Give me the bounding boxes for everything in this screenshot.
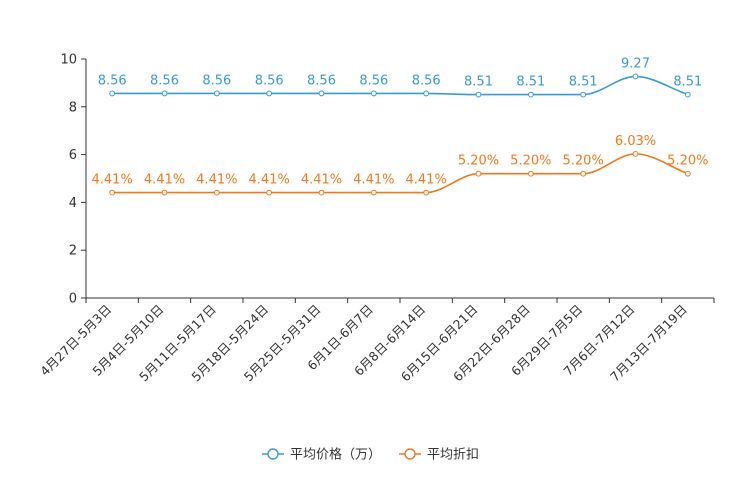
data-label: 4.41% xyxy=(249,173,290,188)
y-tick-label: 2 xyxy=(69,244,77,259)
data-label: 5.20% xyxy=(510,154,551,169)
series-2: 4.41% 4.41% 4.41% 4.41% 4.41% 4.41% 4.41% 5.20%… xyxy=(92,134,708,196)
series-line xyxy=(112,153,689,194)
data-point xyxy=(213,189,220,196)
data-label: 4.41% xyxy=(301,173,342,188)
data-point xyxy=(161,90,168,97)
data-label: 6.03% xyxy=(615,134,656,149)
data-point xyxy=(109,189,116,196)
data-point xyxy=(527,170,534,177)
data-label: 8.51 xyxy=(464,75,493,90)
y-tick-label: 6 xyxy=(69,148,77,163)
data-label: 4.41% xyxy=(406,173,447,188)
data-point xyxy=(266,90,273,97)
data-label: 8.56 xyxy=(202,73,231,88)
y-tick-label: 0 xyxy=(69,292,77,307)
data-point xyxy=(475,170,482,177)
series-line xyxy=(112,75,689,96)
legend-marker xyxy=(267,448,279,460)
data-label: 8.51 xyxy=(569,75,598,90)
data-point xyxy=(370,90,377,97)
legend-label: 平均折扣 xyxy=(427,448,479,463)
data-label: 4.41% xyxy=(196,173,237,188)
data-label: 8.56 xyxy=(307,73,336,88)
data-label: 8.56 xyxy=(150,73,179,88)
y-tick-label: 8 xyxy=(69,100,77,115)
data-label: 4.41% xyxy=(353,173,394,188)
data-point xyxy=(632,150,639,157)
y-axis: 0 2 4 6 8 10 xyxy=(60,53,87,307)
x-axis: 4月27日-5月3日5月4日-5月10日5月11日-5月17日5月18日-5月2… xyxy=(37,297,715,384)
data-point xyxy=(318,189,325,196)
data-point xyxy=(213,90,220,97)
legend-item-1[interactable]: 平均价格（万） xyxy=(262,447,381,463)
data-label: 4.41% xyxy=(92,173,133,188)
data-point xyxy=(580,170,587,177)
data-point xyxy=(423,189,430,196)
y-tick-label: 10 xyxy=(60,53,77,68)
data-label: 8.56 xyxy=(359,73,388,88)
legend-label: 平均价格（万） xyxy=(290,447,381,463)
data-label: 8.56 xyxy=(412,73,441,88)
y-tick-label: 4 xyxy=(69,196,77,211)
data-point xyxy=(632,73,639,80)
data-point xyxy=(684,91,691,98)
legend-marker xyxy=(404,448,416,460)
data-label: 8.56 xyxy=(255,73,284,88)
data-label: 4.41% xyxy=(144,173,185,188)
data-point xyxy=(423,90,430,97)
data-label: 5.20% xyxy=(458,154,499,169)
data-label: 8.51 xyxy=(516,75,545,90)
data-label: 5.20% xyxy=(563,154,604,169)
data-point xyxy=(580,91,587,98)
data-point xyxy=(109,90,116,97)
series-layer: 8.56 8.56 8.56 8.56 8.56 8.56 8.56 8.51 8.51 8.51… xyxy=(92,56,708,196)
data-label: 8.56 xyxy=(98,73,127,88)
data-point xyxy=(161,189,168,196)
data-point xyxy=(684,170,691,177)
data-label: 5.20% xyxy=(667,154,708,169)
data-label: 8.51 xyxy=(673,75,702,90)
data-label: 9.27 xyxy=(621,56,650,71)
legend-item-2[interactable]: 平均折扣 xyxy=(399,448,479,463)
legend[interactable]: 平均价格（万） 平均折扣 xyxy=(262,447,479,463)
data-point xyxy=(370,189,377,196)
data-point xyxy=(527,91,534,98)
data-point xyxy=(318,90,325,97)
series-1: 8.56 8.56 8.56 8.56 8.56 8.56 8.56 8.51 8.51 8.51… xyxy=(98,56,702,98)
data-point xyxy=(266,189,273,196)
data-point xyxy=(475,91,482,98)
